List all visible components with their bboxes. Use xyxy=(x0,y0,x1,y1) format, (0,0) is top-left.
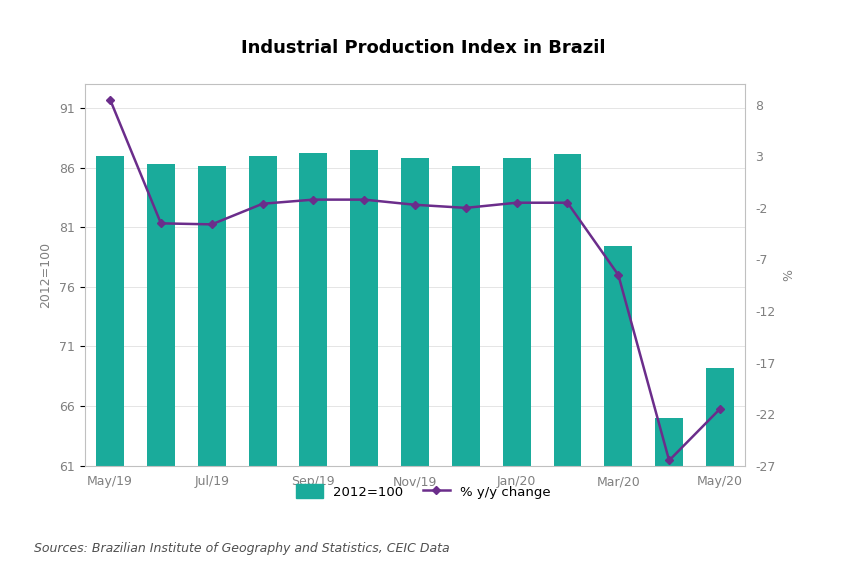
Bar xyxy=(300,153,328,466)
Bar xyxy=(605,246,632,466)
Text: Sources: Brazilian Institute of Geography and Statistics, CEIC Data: Sources: Brazilian Institute of Geograph… xyxy=(34,542,450,555)
Bar xyxy=(554,154,582,466)
Legend: 2012=100, % y/y change: 2012=100, % y/y change xyxy=(291,479,556,504)
Bar xyxy=(503,158,530,466)
Bar xyxy=(452,167,480,466)
Bar xyxy=(656,418,684,466)
Bar xyxy=(97,156,125,466)
Bar xyxy=(401,158,429,466)
Bar xyxy=(351,150,378,466)
Y-axis label: 2012=100: 2012=100 xyxy=(39,242,53,308)
Bar xyxy=(198,167,226,466)
Bar xyxy=(706,368,734,466)
Y-axis label: %: % xyxy=(783,269,795,281)
Text: Industrial Production Index in Brazil: Industrial Production Index in Brazil xyxy=(241,39,606,57)
Bar xyxy=(147,164,175,466)
Bar xyxy=(249,156,277,466)
